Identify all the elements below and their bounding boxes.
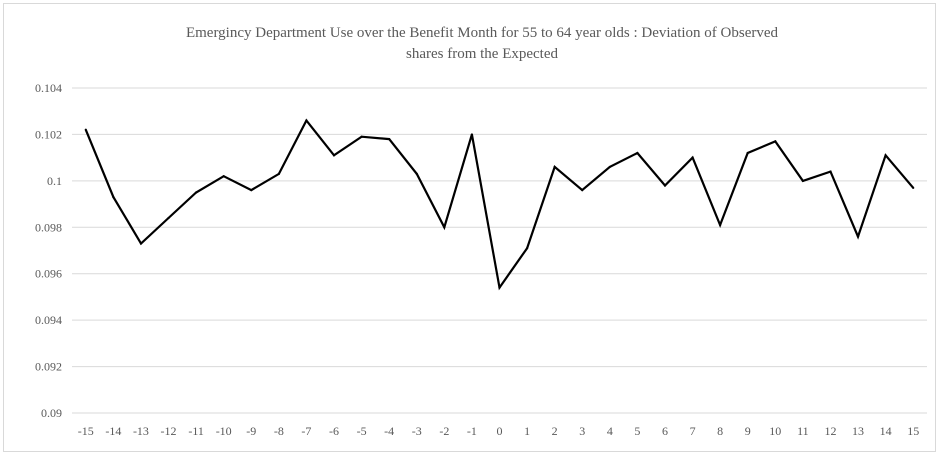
x-tick-label: 9: [745, 424, 751, 438]
series-line: [84, 118, 915, 291]
data-point: [332, 154, 336, 157]
x-tick-label: -5: [357, 424, 367, 438]
data-point: [801, 179, 804, 182]
data-point: [250, 189, 253, 192]
x-tick-label: 8: [717, 424, 723, 438]
x-tick-label: 7: [690, 424, 696, 438]
x-tick-label: -12: [161, 424, 177, 438]
x-tick-label: -9: [246, 424, 256, 438]
data-point: [884, 154, 887, 157]
data-point: [829, 170, 832, 173]
x-tick-label: 5: [634, 424, 640, 438]
data-point: [553, 165, 556, 169]
x-tick-label: -2: [439, 424, 449, 438]
x-tick-label: 15: [907, 424, 919, 438]
y-tick-label: 0.092: [35, 360, 62, 374]
data-point: [746, 151, 749, 155]
data-point: [388, 137, 391, 141]
data-point: [443, 226, 446, 229]
x-tick-label: 3: [579, 424, 585, 438]
x-tick-label: -7: [301, 424, 311, 438]
data-point: [774, 140, 777, 143]
x-tick-label: 6: [662, 424, 668, 438]
x-tick-label: 0: [497, 424, 503, 438]
data-point: [470, 133, 474, 136]
y-tick-label: 0.09: [41, 406, 62, 420]
data-point: [277, 172, 280, 175]
y-tick-label: 0.094: [35, 313, 62, 327]
x-tick-label: 2: [552, 424, 558, 438]
x-tick-label: 14: [880, 424, 892, 438]
x-tick-label: 4: [607, 424, 613, 438]
data-point: [167, 216, 170, 220]
x-tick-label: 12: [824, 424, 836, 438]
x-tick-label: -4: [384, 424, 394, 438]
series-layer: [84, 118, 915, 291]
line-chart: Emergincy Department Use over the Benefi…: [35, 25, 927, 438]
x-tick-label: -8: [274, 424, 284, 438]
x-tick-label: 10: [769, 424, 781, 438]
y-tick-label: 0.102: [35, 127, 62, 141]
data-point: [112, 196, 115, 199]
x-axis-ticks: -15 -14 -13 -12 -11 -10 -9 -8 -7 -6 -5 -4 -3 -2 -1 0 1 2 3…: [78, 424, 919, 438]
data-point: [222, 175, 225, 178]
x-tick-label: -1: [467, 424, 477, 438]
data-point: [139, 242, 143, 245]
x-tick-label: -15: [78, 424, 94, 438]
data-point: [195, 191, 198, 194]
data-point: [84, 128, 87, 131]
data-point: [719, 223, 722, 227]
y-tick-label: 0.1: [47, 174, 62, 188]
x-tick-label: -11: [188, 424, 204, 438]
data-point: [636, 151, 639, 155]
y-tick-label: 0.096: [35, 267, 62, 281]
x-tick-label: 1: [524, 424, 530, 438]
chart-title-line-1: Emergincy Department Use over the Benefi…: [186, 25, 779, 41]
chart-frame: Emergincy Department Use over the Benefi…: [3, 3, 936, 452]
data-point: [305, 119, 308, 122]
data-point: [608, 165, 611, 169]
y-tick-label: 0.098: [35, 220, 62, 234]
data-point: [663, 184, 667, 187]
gridlines: [72, 87, 927, 414]
data-point: [581, 189, 584, 192]
y-tick-label: 0.104: [35, 81, 62, 95]
data-point: [360, 135, 363, 138]
x-tick-label: 13: [852, 424, 864, 438]
x-tick-label: -10: [216, 424, 232, 438]
x-tick-label: -14: [105, 424, 121, 438]
data-point: [912, 186, 915, 189]
data-point: [856, 235, 860, 238]
x-tick-label: -3: [412, 424, 422, 438]
x-tick-label: 11: [797, 424, 809, 438]
chart-title-line-2: shares from the Expected: [406, 46, 559, 62]
data-point: [498, 286, 501, 289]
data-point: [415, 172, 418, 175]
x-tick-label: -6: [329, 424, 339, 438]
y-axis-ticks: 0.09 0.092 0.094 0.096 0.098 0.1 0.102 0.104: [35, 81, 62, 420]
data-point: [691, 156, 694, 159]
data-point: [525, 247, 529, 250]
x-tick-label: -13: [133, 424, 149, 438]
